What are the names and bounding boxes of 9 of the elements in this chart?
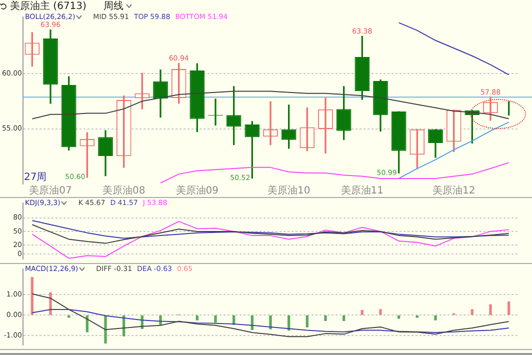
x-tick-label: 美原油08 xyxy=(102,184,146,197)
chart-title: 美原油主 (6713) xyxy=(10,0,86,13)
x-tick-label: 美原油12 xyxy=(432,184,476,197)
chart-subtitle: 周线 xyxy=(103,0,124,13)
annotation: 27周 xyxy=(24,171,47,184)
x-tick-label: 美原油11 xyxy=(340,184,384,197)
x-tick-label: 美原油09 xyxy=(176,184,219,197)
x-tick-label: 美原油10 xyxy=(267,184,310,197)
x-tick-label: 美原油07 xyxy=(29,184,72,197)
